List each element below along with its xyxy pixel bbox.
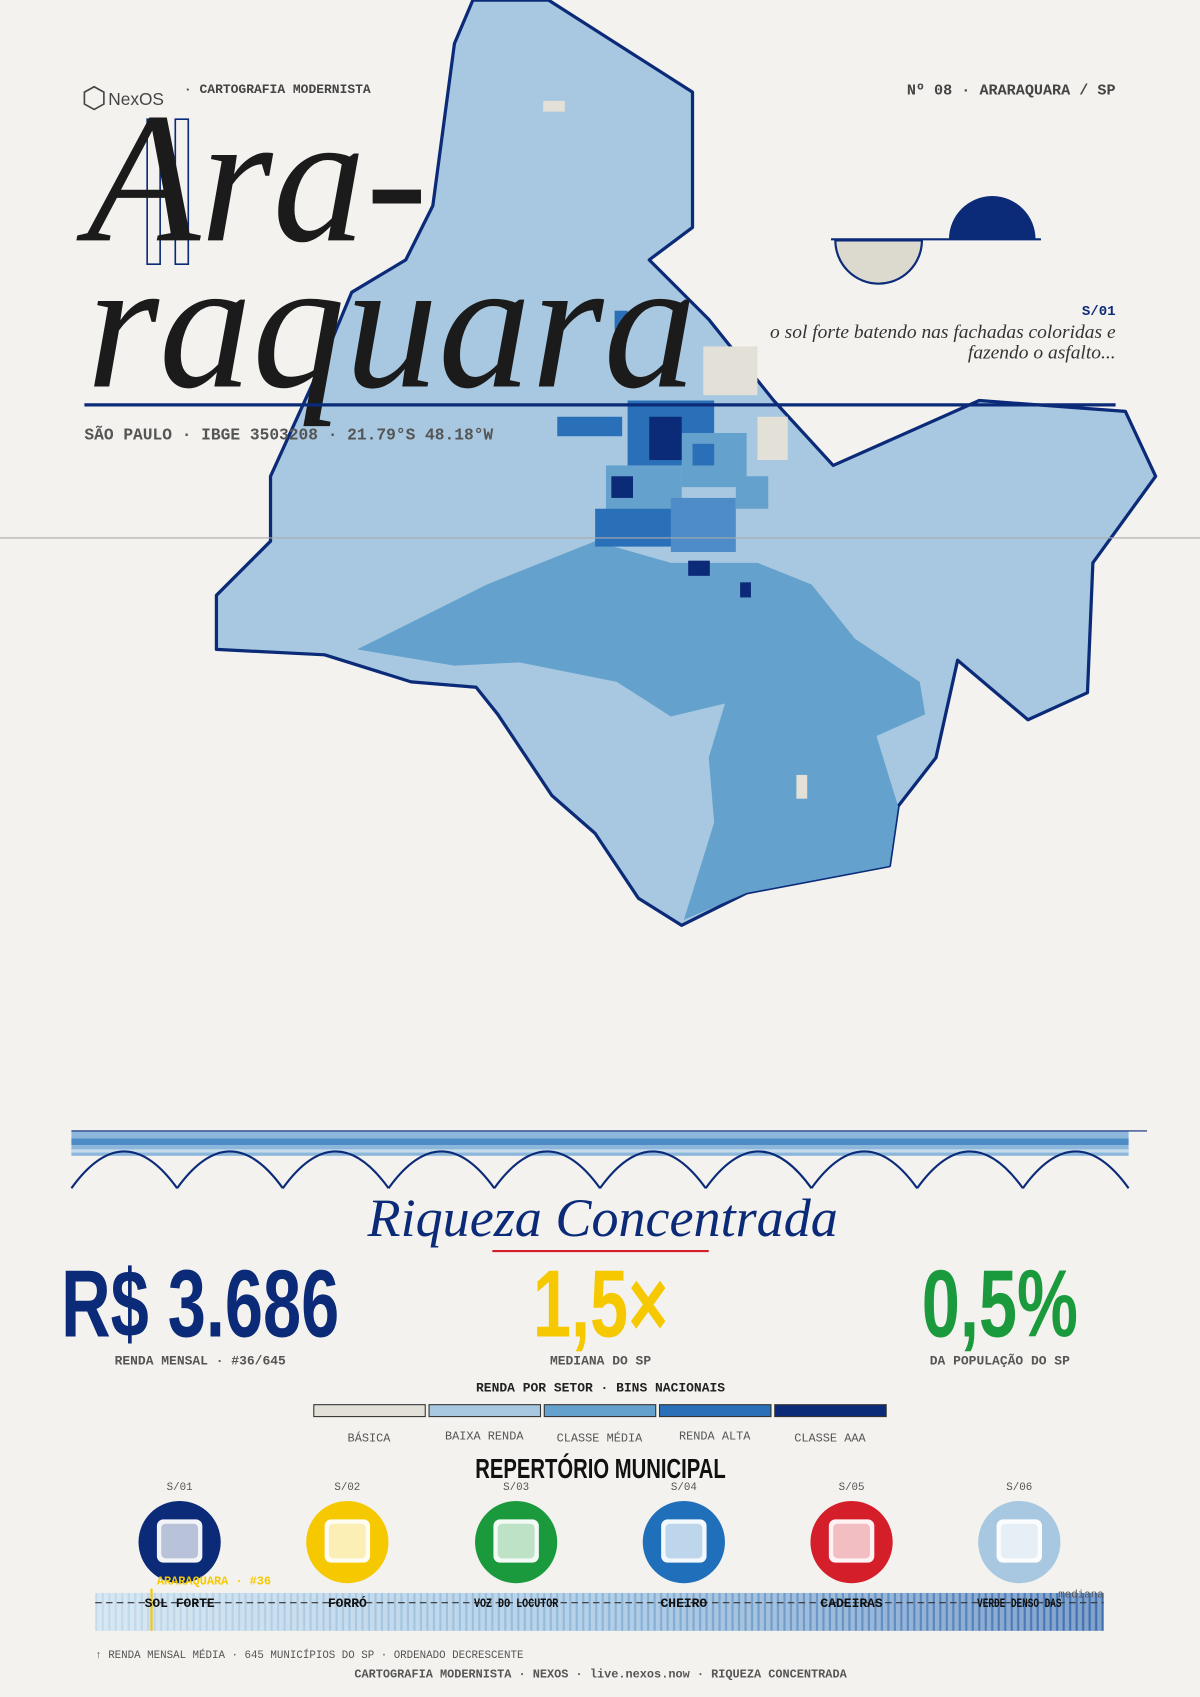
stat-label: RENDA MENSAL · #36/645 — [115, 1354, 286, 1369]
stat: 0,5%DA POPULAÇÃO DO SP — [922, 1250, 1078, 1368]
arches — [70, 1150, 1130, 1189]
stat-value: 0,5% — [922, 1250, 1078, 1357]
sun-motif — [831, 196, 1041, 285]
item-code: S/06 — [1006, 1482, 1032, 1494]
legend-label: BÁSICA — [348, 1430, 392, 1445]
ranking-strip-texture — [95, 1592, 1104, 1631]
item-label: SOL FORTE — [145, 1596, 215, 1611]
item-label: CADEIRAS — [820, 1596, 882, 1611]
icon-glyph — [324, 1519, 371, 1563]
title-bars — [146, 118, 190, 266]
stat-label: DA POPULAÇÃO DO SP — [930, 1354, 1070, 1369]
issue: Nº 08 · ARARAQUARA / SP — [907, 81, 1116, 99]
icon-glyph-inner — [161, 1523, 199, 1559]
title-line: Ara- — [76, 75, 428, 281]
section-title: Riqueza Concentrada — [367, 1188, 838, 1248]
icon-glyph — [828, 1519, 875, 1563]
item-label: VERDE DENSO DAS — [977, 1596, 1062, 1611]
item-code: S/05 — [839, 1482, 865, 1494]
legend-swatch — [774, 1404, 887, 1418]
median-label: mediana — [1058, 1589, 1104, 1601]
stat-value: 1,5× — [533, 1250, 668, 1357]
repertoire-title: REPERTÓRIO MUNICIPAL — [475, 1453, 725, 1485]
item-label: VOZ DO LOCUTOR — [474, 1596, 559, 1611]
rank-label: ARARAQUARA · #36 — [157, 1574, 271, 1588]
icon-glyph-inner — [665, 1523, 703, 1559]
stat-value: R$ 3.686 — [61, 1250, 339, 1357]
item-code: S/01 — [167, 1482, 193, 1494]
icon-glyph — [493, 1519, 539, 1563]
district-middle — [357, 541, 926, 920]
legend-swatch — [543, 1404, 657, 1418]
item-label: CHEIRO — [661, 1596, 708, 1611]
city-sectors — [543, 100, 808, 799]
quote: o sol forte batendo nas fachadas colorid… — [770, 322, 1116, 343]
ranking-caption: ↑ RENDA MENSAL MÉDIA · 645 MUNICÍPIOS DO… — [95, 1648, 523, 1662]
legend-swatch — [658, 1404, 772, 1418]
legend-label: RENDA ALTA — [679, 1429, 751, 1443]
location: SÃO PAULO · IBGE 3503208 · 21.79°S 48.18… — [84, 425, 493, 444]
icon-glyph-inner — [833, 1523, 870, 1559]
stat-label: MEDIANA DO SP — [550, 1354, 651, 1369]
title-line: raquara — [87, 221, 697, 427]
item-label: FORRÓ — [328, 1596, 367, 1611]
icon-glyph-inner — [497, 1523, 535, 1559]
brand: NexOS — [108, 89, 164, 109]
icon-glyph — [661, 1519, 707, 1563]
series: · CARTOGRAFIA MODERNISTA — [184, 82, 371, 97]
legend-label: BAIXA RENDA — [445, 1429, 524, 1443]
quote-code: S/01 — [1082, 304, 1116, 320]
stat: 1,5×MEDIANA DO SP — [533, 1250, 668, 1368]
legend-title: RENDA POR SETOR · BINS NACIONAIS — [476, 1381, 725, 1396]
icon-glyph — [996, 1519, 1043, 1563]
item-code: S/04 — [671, 1482, 697, 1494]
map — [214, 0, 1158, 927]
item-code: S/02 — [334, 1482, 360, 1494]
legend-label: CLASSE AAA — [794, 1431, 866, 1445]
icon-glyph-inner — [328, 1523, 366, 1559]
legend-swatch — [428, 1404, 542, 1418]
legend-label: CLASSE MÉDIA — [557, 1430, 643, 1445]
band — [71, 1130, 1147, 1156]
legend-swatch — [313, 1404, 426, 1418]
icon-glyph — [156, 1519, 203, 1563]
quote: fazendo o asfalto... — [968, 342, 1116, 363]
footer: CARTOGRAFIA MODERNISTA · NEXOS · live.ne… — [354, 1667, 847, 1681]
icon-glyph-inner — [1000, 1523, 1038, 1559]
item-code: S/03 — [503, 1482, 529, 1494]
logo — [83, 85, 105, 111]
